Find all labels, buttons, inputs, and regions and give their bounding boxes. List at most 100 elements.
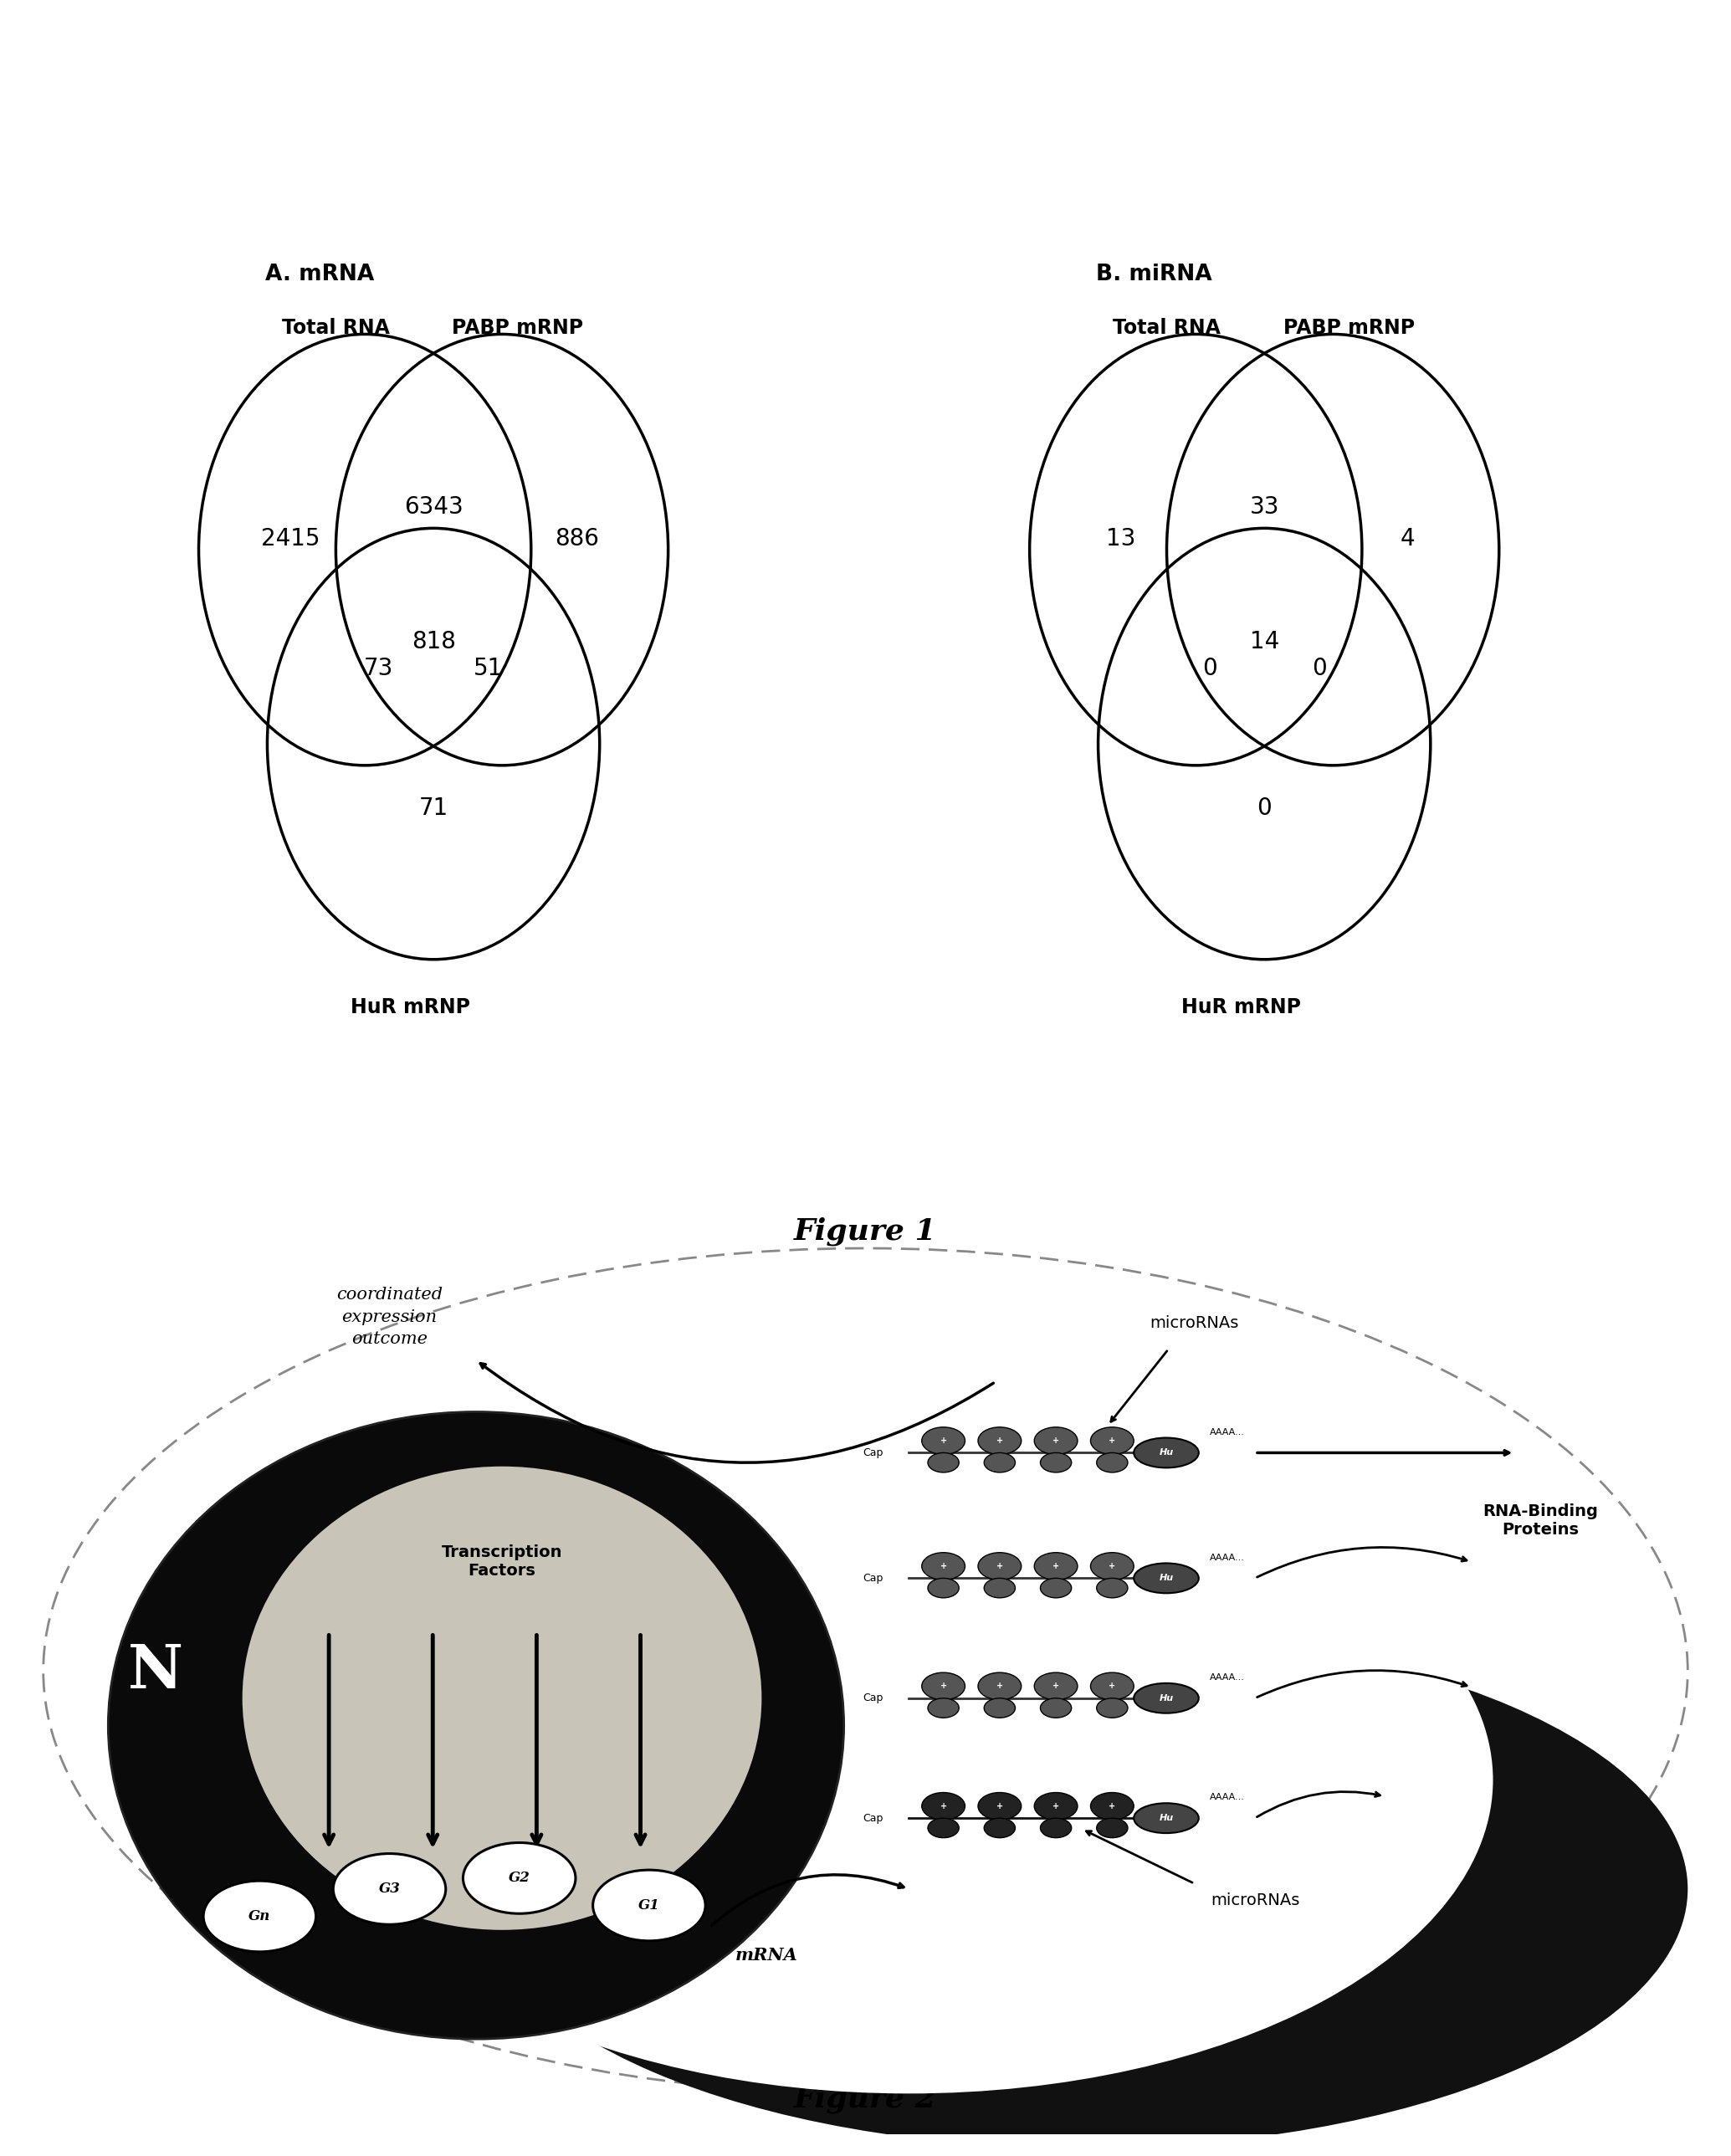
Circle shape [1035, 1673, 1077, 1699]
Text: 51: 51 [474, 658, 504, 679]
Circle shape [928, 1578, 959, 1598]
Text: microRNAs: microRNAs [1149, 1315, 1239, 1330]
Text: 818: 818 [412, 630, 455, 653]
Text: RNA-Binding
Proteins: RNA-Binding Proteins [1483, 1503, 1598, 1537]
Circle shape [204, 1880, 317, 1951]
Text: Hu: Hu [1160, 1813, 1174, 1822]
Text: 6343: 6343 [403, 496, 462, 517]
Text: G2: G2 [509, 1871, 530, 1884]
Text: AAAA...: AAAA... [1210, 1794, 1245, 1802]
Circle shape [1097, 1578, 1129, 1598]
Text: +: + [940, 1682, 947, 1690]
Text: 14: 14 [1250, 630, 1279, 653]
Ellipse shape [242, 1466, 762, 1930]
Text: HuR mRNP: HuR mRNP [350, 998, 471, 1018]
Text: +: + [940, 1561, 947, 1570]
Text: G1: G1 [639, 1897, 660, 1912]
Text: 0: 0 [1312, 658, 1326, 679]
Text: +: + [1052, 1682, 1059, 1690]
Circle shape [1040, 1699, 1071, 1718]
Text: +: + [997, 1682, 1002, 1690]
Text: Cap: Cap [862, 1692, 883, 1703]
Text: +: + [997, 1802, 1002, 1811]
Circle shape [923, 1552, 966, 1580]
Circle shape [978, 1552, 1021, 1580]
Text: 13: 13 [1106, 528, 1136, 550]
Circle shape [928, 1453, 959, 1473]
Circle shape [978, 1792, 1021, 1820]
Text: +: + [1110, 1436, 1115, 1445]
Text: +: + [1052, 1436, 1059, 1445]
Text: Hu: Hu [1160, 1449, 1174, 1457]
Circle shape [983, 1578, 1016, 1598]
Circle shape [923, 1427, 966, 1455]
Circle shape [1040, 1453, 1071, 1473]
Ellipse shape [1134, 1563, 1200, 1593]
Text: Figure 2: Figure 2 [795, 2085, 936, 2113]
Text: Cap: Cap [862, 1813, 883, 1824]
Ellipse shape [325, 1466, 1494, 2093]
Text: 4: 4 [1400, 528, 1414, 550]
Ellipse shape [1134, 1438, 1200, 1468]
Text: +: + [997, 1436, 1002, 1445]
Ellipse shape [1134, 1684, 1200, 1714]
Ellipse shape [107, 1412, 845, 2040]
Text: 0: 0 [1201, 658, 1217, 679]
Text: Total RNA: Total RNA [282, 319, 389, 338]
Circle shape [983, 1818, 1016, 1837]
Circle shape [1035, 1552, 1077, 1580]
Circle shape [592, 1869, 706, 1940]
Text: +: + [1052, 1802, 1059, 1811]
Text: Transcription
Factors: Transcription Factors [441, 1544, 563, 1578]
Text: Cap: Cap [862, 1447, 883, 1457]
Circle shape [923, 1673, 966, 1699]
Text: Total RNA: Total RNA [1113, 319, 1220, 338]
Circle shape [1040, 1818, 1071, 1837]
Circle shape [923, 1792, 966, 1820]
Circle shape [928, 1818, 959, 1837]
Ellipse shape [476, 1630, 1688, 2147]
Circle shape [1097, 1453, 1129, 1473]
Circle shape [1097, 1699, 1129, 1718]
Circle shape [928, 1699, 959, 1718]
Circle shape [1091, 1792, 1134, 1820]
Circle shape [1035, 1427, 1077, 1455]
Circle shape [464, 1843, 576, 1915]
Text: 0: 0 [1257, 798, 1272, 819]
Ellipse shape [1134, 1802, 1200, 1833]
Text: +: + [1110, 1682, 1115, 1690]
Text: AAAA...: AAAA... [1210, 1673, 1245, 1682]
Circle shape [1097, 1818, 1129, 1837]
Circle shape [332, 1854, 447, 1925]
Text: 2415: 2415 [261, 528, 320, 550]
Text: Gn: Gn [249, 1910, 270, 1923]
Ellipse shape [87, 1276, 1644, 2065]
Text: A. mRNA: A. mRNA [265, 263, 374, 285]
Text: PABP mRNP: PABP mRNP [1283, 319, 1414, 338]
Circle shape [1040, 1578, 1071, 1598]
Text: Figure 1: Figure 1 [795, 1218, 936, 1246]
Text: Cap: Cap [862, 1572, 883, 1585]
Text: PABP mRNP: PABP mRNP [452, 319, 583, 338]
Circle shape [1091, 1552, 1134, 1580]
Text: AAAA...: AAAA... [1210, 1552, 1245, 1561]
Circle shape [978, 1427, 1021, 1455]
Text: +: + [940, 1436, 947, 1445]
Circle shape [978, 1673, 1021, 1699]
Text: N: N [128, 1641, 183, 1701]
Text: AAAA...: AAAA... [1210, 1427, 1245, 1436]
Circle shape [983, 1453, 1016, 1473]
Text: G3: G3 [379, 1882, 400, 1895]
Text: +: + [1110, 1561, 1115, 1570]
Text: +: + [1110, 1802, 1115, 1811]
Text: 886: 886 [554, 528, 599, 550]
Text: mRNA: mRNA [736, 1947, 798, 1964]
Text: HuR mRNP: HuR mRNP [1181, 998, 1302, 1018]
Text: +: + [997, 1561, 1002, 1570]
Text: +: + [940, 1802, 947, 1811]
Text: +: + [1052, 1561, 1059, 1570]
Text: 71: 71 [419, 798, 448, 819]
Text: B. miRNA: B. miRNA [1096, 263, 1212, 285]
Text: 33: 33 [1250, 496, 1279, 517]
Circle shape [1091, 1427, 1134, 1455]
